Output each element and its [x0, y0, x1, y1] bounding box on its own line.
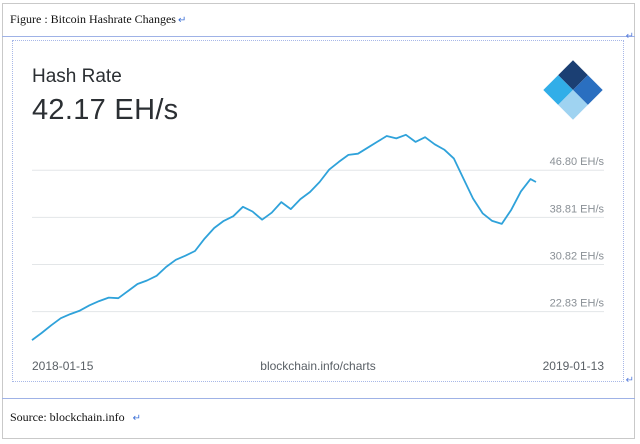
- chart-source-label: blockchain.info/charts: [260, 359, 375, 373]
- x-tick-label-start: 2018-01-15: [32, 359, 94, 373]
- paragraph-mark-icon: ↵: [177, 15, 187, 26]
- blockchain-logo-icon: [543, 60, 603, 120]
- y-axis-labels: 22.83 EH/s 30.82 EH/s 38.81 EH/s 46.80 EH/s: [550, 156, 605, 309]
- document-frame: [2, 3, 635, 439]
- chart-title: Hash Rate: [32, 66, 122, 87]
- caption-divider: [2, 36, 635, 37]
- figure-source: Source: blockchain.info ↵: [10, 410, 141, 425]
- y-tick-label: 30.82 EH/s: [550, 250, 605, 262]
- hashrate-chart-card: Hash Rate 42.17 EH/s 22.83 EH/s 30.82 EH/…: [14, 43, 622, 381]
- y-tick-label: 38.81 EH/s: [550, 203, 605, 215]
- source-divider: [2, 398, 635, 399]
- paragraph-mark-icon: ↵: [132, 413, 142, 424]
- hashrate-series-line: [31, 133, 537, 341]
- hashrate-line-chart: 22.83 EH/s 30.82 EH/s 38.81 EH/s 46.80 EH/s…: [31, 133, 605, 373]
- paragraph-mark-icon: ↵: [625, 375, 634, 386]
- y-tick-label: 46.80 EH/s: [550, 156, 605, 168]
- y-tick-label: 22.83 EH/s: [550, 298, 605, 310]
- image-frame: [12, 40, 624, 382]
- grid-lines: [32, 169, 604, 313]
- current-hashrate-value: 42.17 EH/s: [32, 94, 179, 126]
- figure-caption-text: Figure : Bitcoin Hashrate Changes: [10, 12, 176, 26]
- paragraph-mark-icon: ↵: [625, 31, 634, 42]
- x-tick-label-end: 2019-01-13: [543, 359, 605, 373]
- figure-caption: Figure : Bitcoin Hashrate Changes ↵: [10, 12, 186, 27]
- figure-source-text: Source: blockchain.info: [10, 410, 125, 424]
